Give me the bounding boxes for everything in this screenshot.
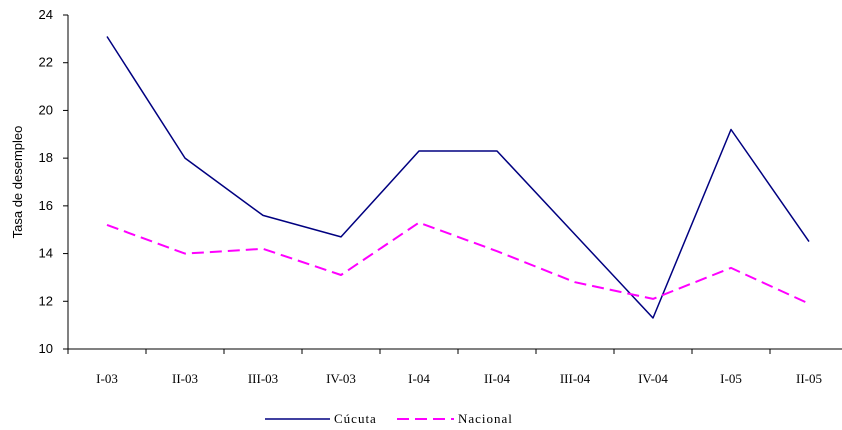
x-tick-label: I-04 [408,371,430,386]
y-tick-label: 18 [39,150,53,165]
series-line-2 [106,221,810,305]
x-tick-label: II-04 [484,371,510,386]
legend-label-2: Nacional [458,411,513,426]
x-tick-label: II-05 [796,371,822,386]
y-tick-label: 20 [39,102,53,117]
x-tick-label: IV-04 [638,371,668,386]
x-tick-label: IV-03 [326,371,356,386]
x-tick-label: III-03 [248,371,278,386]
series-lines [106,36,810,319]
y-tick-label: 10 [39,341,53,356]
legend: Cúcuta Nacional [265,411,513,426]
y-tick-label: 22 [39,55,53,70]
legend-label-1: Cúcuta [334,411,377,426]
x-tick-label: I-05 [720,371,742,386]
series-line-1 [106,36,810,319]
axes [67,15,842,350]
y-tick-label: 24 [39,7,53,22]
x-axis-ticks: I-03 II-03 III-03 IV-03 I-04 II-04 III-04 IV-04… [67,349,822,386]
y-axis-label: Tasa de desempleo [10,126,25,239]
y-axis-ticks: 10 12 14 16 18 20 22 24 [39,7,68,356]
x-tick-label: III-04 [560,371,591,386]
y-tick-label: 14 [39,246,53,261]
y-tick-label: 12 [39,293,53,308]
x-tick-label: II-03 [172,371,198,386]
y-tick-label: 16 [39,198,53,213]
x-tick-label: I-03 [96,371,118,386]
